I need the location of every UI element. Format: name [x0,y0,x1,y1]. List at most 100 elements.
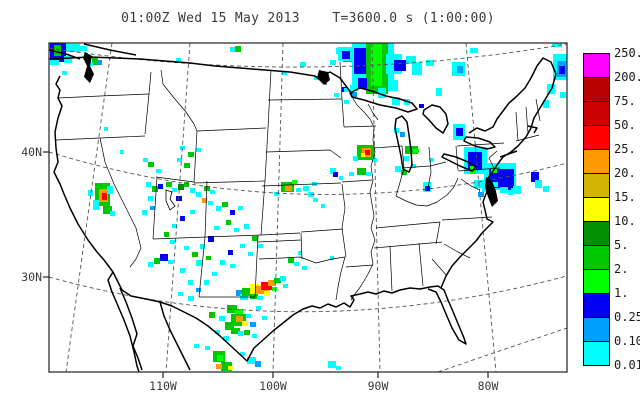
precip-cell [361,153,365,157]
precip-cell [328,361,336,368]
vancouver-coast [49,43,137,60]
precip-cell [395,166,401,172]
colorbar-label-20.: 20. [614,166,636,180]
precip-cell [298,251,302,255]
precip-cell [196,148,201,152]
precip-cell [66,44,80,52]
state-borders [55,61,541,301]
precip-cell [349,172,354,176]
precip-cell [357,168,366,175]
precip-cell [250,294,258,299]
precip-cell [378,88,386,98]
precip-cell [180,216,185,221]
precip-cell [457,66,463,73]
map-frame [43,42,568,378]
colorbar-label-0.25: 0.25 [614,310,640,324]
precip-cell [215,330,220,334]
precip-cell [64,56,72,63]
colorbar-swatch-5. [583,221,610,246]
precip-cell [154,258,160,264]
precip-cell [238,206,243,210]
precip-cell [330,256,334,260]
precip-cell [264,291,270,296]
precip-cell [184,246,189,250]
precip-cell [97,60,102,65]
precip-cell [231,328,240,334]
colorbar-swatch-75. [583,77,610,102]
precip-cell [274,278,281,283]
precip-cell [330,168,336,174]
plot-title: 01:00Z Wed 15 May 2013 T=3600.0 s (1:00:… [121,11,495,26]
precip-cell [62,71,67,75]
precip-cell [235,309,243,316]
precip-cell [228,366,233,370]
precip-cell [208,201,213,205]
precip-cell [426,60,434,66]
precip-cell [208,236,214,242]
precip-cell [148,196,153,201]
lon-label-110w: 110W [149,379,177,393]
colorbar-swatch-200. [583,53,610,78]
precip-cell [178,292,183,296]
great-lakes [349,87,496,173]
parallel-50n [49,43,567,68]
precip-cell [152,186,158,192]
precip-cell [107,186,113,194]
precip-cell [394,60,406,71]
precip-cell [110,211,115,216]
precip-cell [252,334,257,338]
precip-cell [339,176,343,180]
lon-label-100w: 100W [259,379,287,393]
precip-cell [170,240,175,244]
precip-cell [223,336,229,341]
precip-cell [172,224,177,228]
precip-cell [217,355,223,361]
precip-cell [330,60,336,65]
precip-cell [372,158,377,162]
colorbar-label-25.: 25. [614,142,636,156]
precip-cell [242,321,248,326]
precip-cell [244,330,250,335]
precip-cell [188,280,193,285]
precip-cell [321,204,325,208]
precip-cell [150,206,155,210]
precip-cell [236,290,243,296]
precip-cell [425,186,430,191]
precip-cell [148,162,154,167]
precip-cell [411,164,416,168]
precip-cell [294,262,299,266]
colorbar-swatch-20. [583,149,610,174]
parallel-30n [49,275,567,313]
precip-cell [500,187,508,193]
precip-cell [216,206,221,211]
precip-cell [392,97,400,105]
precip-cell [262,316,267,320]
colorbar-swatch-10. [583,197,610,222]
parallel-40n [49,151,567,195]
colorbar-label-5.: 5. [614,238,629,252]
precip-cell [188,296,194,301]
precip-cell [194,344,199,348]
precip-cell [365,150,370,155]
precip-cell [500,180,511,190]
precip-cell [180,268,185,273]
precip-cell [166,182,172,187]
precip-cell [50,60,59,65]
precip-cell [216,364,222,369]
precip-cell [282,71,287,75]
precip-cell [247,357,256,364]
precip-cell [228,250,233,255]
precip-cell [334,93,339,97]
precip-cell [235,46,241,52]
precip-cell [168,260,173,264]
lake-michigan [394,115,413,173]
lat-label-30n: 30N [21,270,42,284]
precip-cell [366,172,371,176]
great-salt-lake [165,189,176,211]
precip-cell [238,331,243,336]
precip-cell [88,62,93,66]
lon-label-80w: 80W [477,379,499,393]
precip-cell [543,100,549,108]
